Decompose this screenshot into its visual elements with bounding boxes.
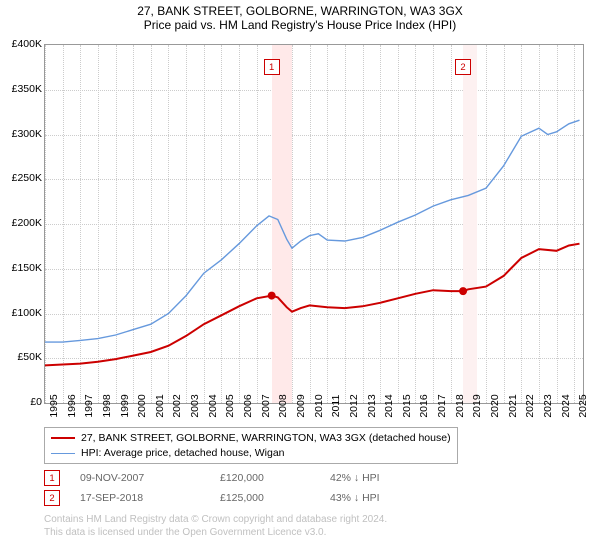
y-axis-tick-label: £50K — [17, 351, 42, 363]
x-axis-tick-label: 2021 — [507, 394, 519, 417]
transaction-point — [459, 287, 467, 295]
transaction-marker-1: 1 — [264, 59, 280, 75]
x-axis-tick-label: 2015 — [401, 394, 413, 417]
transaction-delta: 42% ↓ HPI — [330, 472, 380, 484]
chart-svg — [45, 45, 583, 403]
x-axis-tick-label: 2016 — [418, 394, 430, 417]
title-block: 27, BANK STREET, GOLBORNE, WARRINGTON, W… — [0, 0, 600, 32]
transaction-row-marker: 1 — [44, 470, 60, 486]
x-axis-tick-label: 2002 — [171, 394, 183, 417]
x-axis-tick-label: 2009 — [295, 394, 307, 417]
y-axis-tick-label: £0 — [30, 396, 42, 408]
transaction-row-marker: 2 — [44, 490, 60, 506]
footer-line-1: Contains HM Land Registry data © Crown c… — [44, 513, 387, 526]
chart-subtitle: Price paid vs. HM Land Registry's House … — [0, 18, 600, 32]
x-axis-tick-label: 2010 — [313, 394, 325, 417]
x-axis-tick-label: 1999 — [119, 394, 131, 417]
legend: 27, BANK STREET, GOLBORNE, WARRINGTON, W… — [44, 427, 458, 464]
transaction-marker-2: 2 — [455, 59, 471, 75]
x-axis-tick-label: 2001 — [154, 394, 166, 417]
footer-attribution: Contains HM Land Registry data © Crown c… — [44, 513, 387, 539]
legend-swatch — [51, 453, 75, 454]
transaction-point — [268, 292, 276, 300]
transaction-date: 09-NOV-2007 — [80, 472, 220, 484]
x-axis-tick-label: 2025 — [577, 394, 589, 417]
chart-plot-area: 12 — [44, 44, 584, 404]
x-axis-tick-label: 2020 — [489, 394, 501, 417]
y-axis-tick-label: £350K — [12, 83, 42, 95]
footer-line-2: This data is licensed under the Open Gov… — [44, 526, 387, 539]
x-axis-tick-label: 2013 — [366, 394, 378, 417]
transaction-delta: 43% ↓ HPI — [330, 492, 380, 504]
x-axis-tick-label: 1995 — [48, 394, 60, 417]
transaction-row: 1 09-NOV-2007£120,00042% ↓ HPI — [44, 468, 380, 488]
y-axis-tick-label: £150K — [12, 262, 42, 274]
x-axis-tick-label: 2008 — [277, 394, 289, 417]
transaction-date: 17-SEP-2018 — [80, 492, 220, 504]
legend-swatch — [51, 437, 75, 439]
x-axis-tick-label: 2004 — [207, 394, 219, 417]
legend-label: 27, BANK STREET, GOLBORNE, WARRINGTON, W… — [81, 431, 451, 446]
legend-label: HPI: Average price, detached house, Wiga… — [81, 446, 285, 461]
chart-title: 27, BANK STREET, GOLBORNE, WARRINGTON, W… — [0, 4, 600, 18]
x-axis-tick-label: 2023 — [542, 394, 554, 417]
x-axis-tick-label: 2000 — [136, 394, 148, 417]
series-line-price_paid — [45, 244, 580, 366]
x-axis-tick-label: 2007 — [260, 394, 272, 417]
x-axis-tick-label: 2003 — [189, 394, 201, 417]
transaction-table: 1 09-NOV-2007£120,00042% ↓ HPI 2 17-SEP-201… — [44, 468, 380, 508]
x-axis-tick-label: 2022 — [524, 394, 536, 417]
y-axis-tick-label: £250K — [12, 172, 42, 184]
x-axis-tick-label: 2005 — [224, 394, 236, 417]
y-axis-tick-label: £100K — [12, 307, 42, 319]
x-axis-tick-label: 1996 — [66, 394, 78, 417]
x-axis-tick-label: 1997 — [83, 394, 95, 417]
x-axis-tick-label: 2014 — [383, 394, 395, 417]
transaction-price: £120,000 — [220, 472, 330, 484]
y-axis-tick-label: £300K — [12, 128, 42, 140]
x-axis-tick-label: 1998 — [101, 394, 113, 417]
transaction-price: £125,000 — [220, 492, 330, 504]
y-axis-tick-label: £200K — [12, 217, 42, 229]
x-axis-tick-label: 2006 — [242, 394, 254, 417]
series-line-hpi — [45, 120, 580, 342]
y-axis-tick-label: £400K — [12, 38, 42, 50]
x-axis-tick-label: 2017 — [436, 394, 448, 417]
transaction-row: 2 17-SEP-2018£125,00043% ↓ HPI — [44, 488, 380, 508]
x-axis-tick-label: 2018 — [454, 394, 466, 417]
x-axis-tick-label: 2012 — [348, 394, 360, 417]
legend-item: HPI: Average price, detached house, Wiga… — [51, 446, 451, 461]
x-axis-tick-label: 2011 — [330, 395, 342, 418]
x-axis-tick-label: 2024 — [560, 394, 572, 417]
x-axis-tick-label: 2019 — [471, 394, 483, 417]
legend-item: 27, BANK STREET, GOLBORNE, WARRINGTON, W… — [51, 431, 451, 446]
